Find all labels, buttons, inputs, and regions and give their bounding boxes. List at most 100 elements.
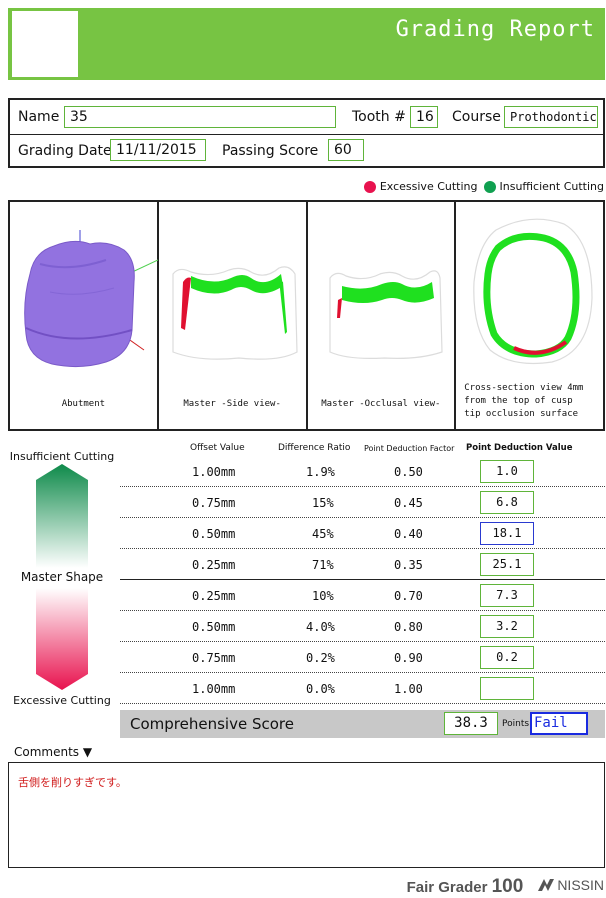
scale-bottom-label: Excessive Cutting [13, 694, 111, 707]
cell-deduction-value: 1.0 [480, 460, 534, 483]
col-header-factor: Point Deduction Factor [364, 444, 455, 453]
panel-abutment: Abutment [10, 202, 159, 429]
tooth-field[interactable]: 16 [410, 106, 438, 128]
maker-name: NISSIN [557, 877, 604, 893]
course-label: Course [452, 109, 501, 125]
excessive-dot-icon [363, 180, 376, 193]
cell-deduction-value: 6.8 [480, 491, 534, 514]
cross-section-caption-line: tip occlusion surface [464, 409, 579, 419]
name-field[interactable]: 35 [64, 106, 336, 128]
report-title: Grading Report [395, 17, 595, 42]
cutting-scale: Insufficient Cutting Master Shape Excess… [8, 446, 116, 708]
view-panels: Abutment Master -Side view- Master -Occl… [8, 200, 605, 431]
grading-date-field[interactable]: 11/11/2015 [110, 139, 206, 161]
cell-ratio: 10% [312, 589, 334, 603]
cell-deduction-value: 3.2 [480, 615, 534, 638]
panel-occlusal-view: Master -Occlusal view- [308, 202, 457, 429]
cell-offset: 0.50mm [192, 620, 236, 634]
info-divider [10, 134, 603, 135]
table-row: 0.50mm 45% 0.40 18.1 [120, 518, 605, 549]
passing-score-field[interactable]: 60 [328, 139, 364, 161]
cell-ratio: 0.2% [306, 651, 335, 665]
cell-offset: 1.00mm [192, 682, 236, 696]
cell-factor: 0.80 [394, 620, 423, 634]
cell-deduction-value: 25.1 [480, 553, 534, 576]
cutting-legend: Excessive Cutting Insufficient Cutting [363, 180, 605, 193]
logo-placeholder [12, 11, 78, 77]
cell-offset: 0.75mm [192, 651, 236, 665]
name-label: Name [18, 109, 60, 125]
col-header-ratio: Difference Ratio [278, 443, 351, 453]
cell-factor: 0.45 [394, 496, 423, 510]
cell-factor: 0.40 [394, 527, 423, 541]
cell-factor: 0.70 [394, 589, 423, 603]
cross-section-caption-line: Cross-section view 4mm [464, 383, 584, 393]
cell-ratio: 71% [312, 558, 334, 572]
table-row: 0.50mm 4.0% 0.80 3.2 [120, 611, 605, 642]
abutment-3d-image [24, 230, 158, 368]
panel-caption-side-view: Master -Side view- [183, 399, 281, 409]
score-label: Comprehensive Score [130, 715, 294, 733]
cell-factor: 0.90 [394, 651, 423, 665]
panel-caption-occlusal-view: Master -Occlusal view- [321, 399, 441, 409]
cell-deduction-value: 0.2 [480, 646, 534, 669]
comments-text: 舌側を削りすぎです。 [18, 776, 127, 789]
table-row: 1.00mm 1.9% 0.50 1.0 [120, 456, 605, 487]
grading-date-label: Grading Date [18, 143, 112, 159]
cell-offset: 0.25mm [192, 558, 236, 572]
table-row: 1.00mm 0.0% 1.00 [120, 673, 605, 704]
cell-factor: 0.50 [394, 465, 423, 479]
cutting-scale-gradient [36, 464, 88, 690]
tooth-label: Tooth # [352, 109, 406, 125]
product-number: 100 [491, 876, 524, 897]
cell-ratio: 1.9% [306, 465, 335, 479]
table-row: 0.75mm 0.2% 0.90 0.2 [120, 642, 605, 673]
insufficient-dot-icon [483, 180, 496, 193]
cell-deduction-value: 7.3 [480, 584, 534, 607]
report-header: Grading Report [8, 8, 605, 80]
panel-cross-section: Cross-section view 4mm from the top of c… [456, 202, 603, 429]
comprehensive-score-bar: Comprehensive Score 38.3 Points Fail [120, 710, 605, 738]
occlusal-view-image [328, 270, 443, 359]
scale-top-label: Insufficient Cutting [9, 450, 115, 463]
product-name-text: Fair Grader [406, 879, 488, 896]
table-row: 0.25mm 10% 0.70 7.3 [120, 580, 605, 611]
cross-section-image [473, 218, 593, 365]
score-value: 38.3 [444, 712, 498, 735]
scale-master-label: Master Shape [20, 570, 104, 584]
cell-offset: 1.00mm [192, 465, 236, 479]
cell-offset: 0.50mm [192, 527, 236, 541]
cell-ratio: 0.0% [306, 682, 335, 696]
product-name: Fair Grader 100 [407, 876, 524, 898]
table-row: 0.25mm 71% 0.35 25.1 [120, 549, 605, 580]
maker-logo: NISSIN [537, 877, 604, 893]
student-info-box: Name 35 Tooth # 16 Course Prothodontic G… [8, 98, 605, 168]
comments-box[interactable]: 舌側を削りすぎです。 [8, 762, 605, 868]
col-header-value: Point Deduction Value [466, 443, 573, 453]
cell-offset: 0.25mm [192, 589, 236, 603]
table-row: 0.75mm 15% 0.45 6.8 [120, 487, 605, 518]
comments-toggle[interactable]: Comments ▼ [14, 745, 93, 759]
points-label: Points [502, 719, 530, 729]
footer-branding: Fair Grader 100 NISSIN [407, 876, 604, 898]
cell-factor: 0.35 [394, 558, 423, 572]
cell-ratio: 15% [312, 496, 334, 510]
side-view-image [172, 266, 298, 360]
legend-excessive: Excessive Cutting [379, 180, 478, 193]
panel-caption-cross-section: Cross-section view 4mm from the top of c… [464, 382, 603, 421]
course-field[interactable]: Prothodontic [504, 106, 598, 128]
cell-offset: 0.75mm [192, 496, 236, 510]
panel-caption-abutment: Abutment [61, 399, 106, 409]
passing-score-label: Passing Score [222, 143, 319, 159]
cross-section-caption-line: from the top of cusp [464, 396, 573, 406]
legend-insufficient: Insufficient Cutting [499, 180, 605, 193]
cell-factor: 1.00 [394, 682, 423, 696]
col-header-offset: Offset Value [190, 443, 245, 453]
cell-ratio: 45% [312, 527, 334, 541]
cell-ratio: 4.0% [306, 620, 335, 634]
nissin-mark-icon [538, 879, 555, 891]
cell-deduction-value: 18.1 [480, 522, 534, 545]
result-badge: Fail [530, 712, 588, 735]
panel-side-view: Master -Side view- [159, 202, 308, 429]
cell-deduction-value [480, 677, 534, 700]
